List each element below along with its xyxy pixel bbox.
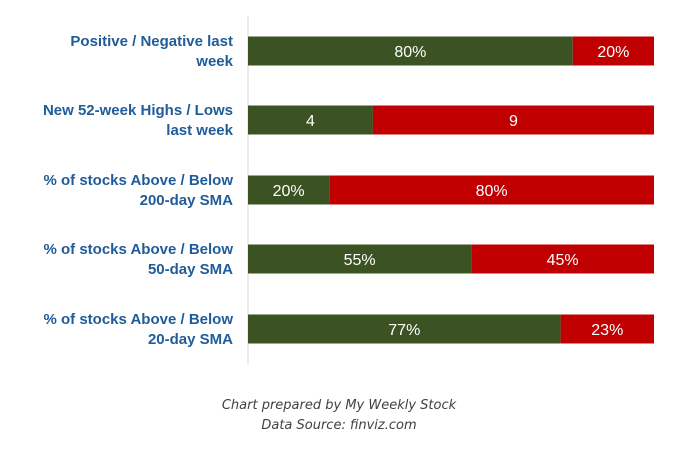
category-label-3-line-1: 50-day SMA [148,261,233,278]
footnote-source: Data Source: finviz.com [261,418,417,433]
bar-positive-1 [248,105,373,135]
bar-negative-0 [572,36,654,66]
category-label-2-line-1: 200-day SMA [140,192,234,209]
category-label-0-line-0: Positive / Negative last [70,33,233,50]
category-label-3-line-0: % of stocks Above / Below [44,241,234,258]
data-label-negative-0: 20% [597,44,629,61]
category-label-2-line-0: % of stocks Above / Below [44,172,234,189]
data-label-positive-0: 80% [394,44,426,61]
bar-negative-4 [560,314,654,344]
bar-positive-2 [248,175,330,205]
category-label-1-line-1: last week [166,122,233,139]
category-label-0-line-1: week [195,53,233,70]
bar-negative-1 [372,105,654,135]
bar-negative-2 [329,175,654,205]
data-label-positive-4: 77% [388,322,420,339]
bar-positive-4 [248,314,561,344]
data-label-negative-1: 9 [509,113,518,130]
data-label-negative-3: 45% [547,252,579,269]
bar-positive-0 [248,36,573,66]
footnote-credit: Chart prepared by My Weekly Stock [221,398,457,413]
category-label-4-line-1: 20-day SMA [148,331,233,348]
data-label-negative-4: 23% [591,322,623,339]
data-label-positive-3: 55% [344,252,376,269]
category-label-1-line-0: New 52-week Highs / Lows [43,102,233,119]
stacked-bar-chart: 80% 20% Positive / Negative last week 4 9 New … [43,16,654,364]
bar-positive-3 [248,244,472,274]
data-label-positive-1: 4 [306,113,315,130]
data-label-positive-2: 20% [273,183,305,200]
category-label-4-line-0: % of stocks Above / Below [44,311,234,328]
data-label-negative-2: 80% [476,183,508,200]
bar-negative-3 [471,244,654,274]
